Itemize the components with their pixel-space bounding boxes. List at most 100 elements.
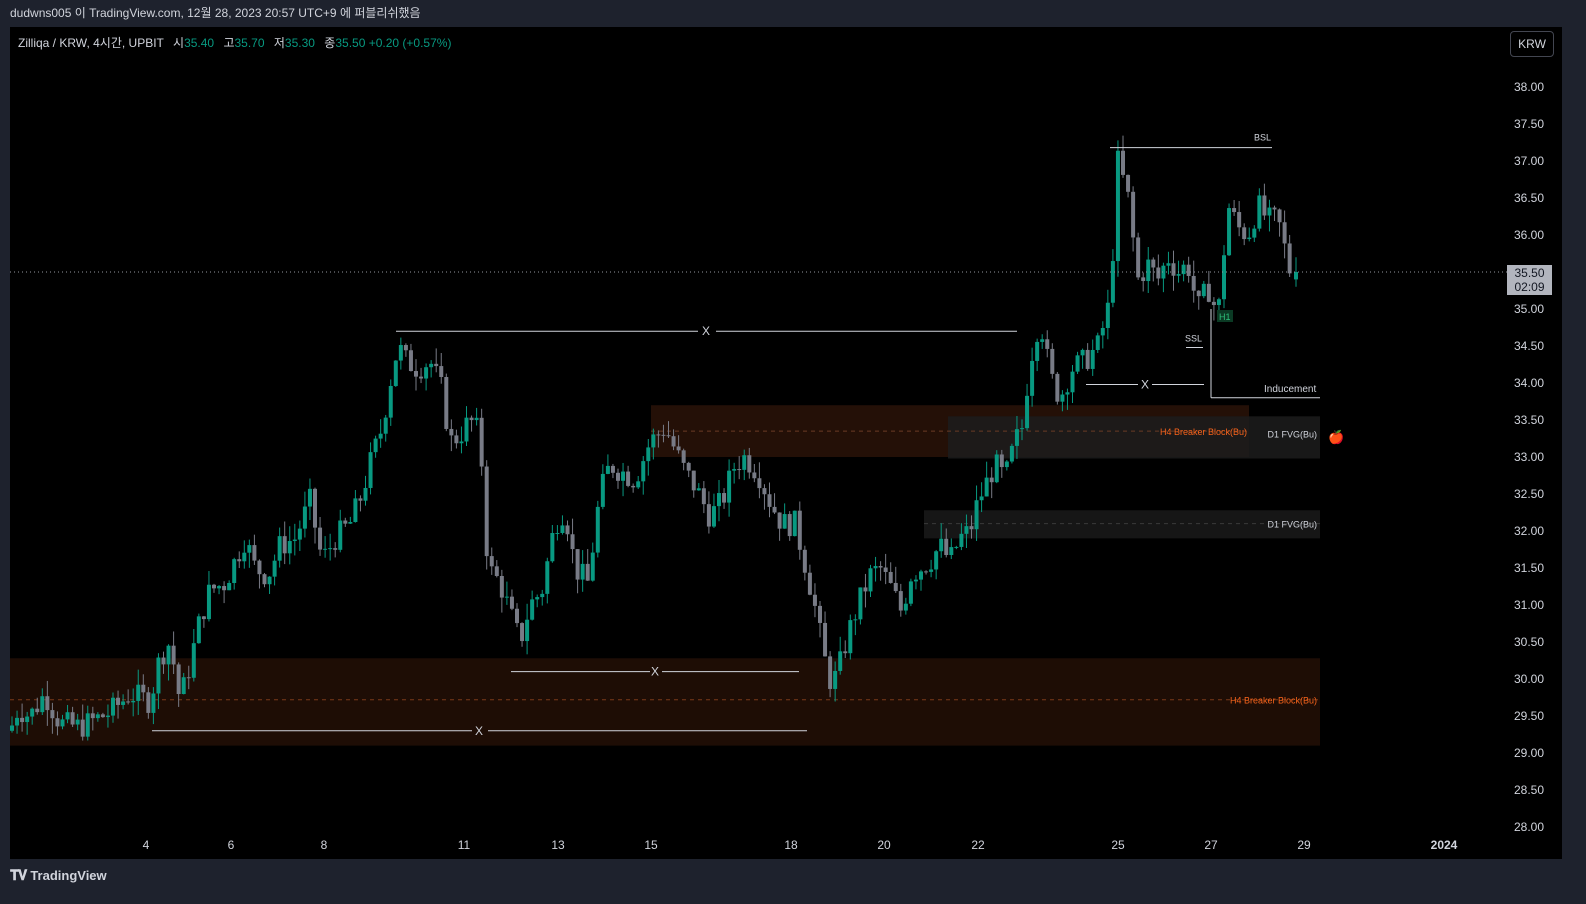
candle-up bbox=[111, 697, 115, 716]
candle-down bbox=[126, 701, 131, 703]
h1-label-bg bbox=[1217, 310, 1233, 322]
time-tick: 11 bbox=[458, 838, 471, 852]
candle-up bbox=[621, 471, 626, 481]
candle-up bbox=[1009, 445, 1014, 462]
candle-up bbox=[580, 563, 585, 580]
candle-down bbox=[141, 684, 146, 693]
time-tick: 22 bbox=[971, 838, 985, 852]
candle-down bbox=[439, 366, 444, 377]
candle-down bbox=[1282, 222, 1287, 244]
publish-header: dudwns005 이 TradingView.com, 12월 28, 202… bbox=[0, 0, 1586, 27]
d1-fvg-zone-high bbox=[948, 416, 1320, 459]
candle-up bbox=[75, 719, 80, 725]
price-tick: 36.50 bbox=[1514, 191, 1544, 205]
time-tick: 20 bbox=[877, 838, 891, 852]
candle-up bbox=[25, 716, 30, 723]
current-price-tag: 35.50 02:09 bbox=[1507, 265, 1552, 295]
d1-fvg-zone-low bbox=[924, 510, 1320, 539]
candle-down bbox=[313, 488, 317, 528]
h1-label: H1 bbox=[1219, 312, 1231, 322]
candle-down bbox=[1171, 263, 1176, 276]
candle-down bbox=[449, 428, 454, 436]
candle-down bbox=[1237, 212, 1242, 228]
candle-up bbox=[1227, 208, 1232, 256]
symbol-name: Zilliqa / KRW, 4시간, UPBIT bbox=[18, 36, 164, 50]
candle-up bbox=[1166, 263, 1171, 266]
candle-up bbox=[1161, 265, 1166, 279]
candle-down bbox=[706, 504, 711, 527]
candle-down bbox=[747, 455, 752, 473]
candle-down bbox=[610, 465, 615, 473]
candle-down bbox=[282, 536, 287, 554]
price-tick: 31.00 bbox=[1514, 598, 1544, 612]
candle-up bbox=[60, 719, 65, 727]
candle-up bbox=[964, 526, 969, 534]
h4-breaker-block-label-high: H4 Breaker Block(Bu) bbox=[1160, 427, 1247, 437]
candle-up bbox=[979, 496, 984, 501]
candle-down bbox=[681, 450, 686, 463]
footer-bar: 𝐓𝐕 TradingView bbox=[0, 859, 1586, 904]
candle-down bbox=[70, 712, 75, 725]
candle-down bbox=[1131, 191, 1136, 238]
candle-down bbox=[777, 512, 782, 529]
candlestick-chart[interactable]: BSL X X X X SSL Inducement H1 H4 Breaker Block(B… bbox=[10, 27, 1562, 859]
candle-up bbox=[1004, 461, 1009, 468]
candle-down bbox=[252, 545, 257, 561]
candle-down bbox=[1151, 259, 1156, 268]
candle-up bbox=[742, 455, 747, 470]
candle-up bbox=[328, 548, 333, 550]
candle-up bbox=[1146, 259, 1151, 282]
candle-up bbox=[338, 520, 343, 550]
candle-down bbox=[878, 566, 883, 568]
price-tick: 29.50 bbox=[1514, 709, 1544, 723]
candle-up bbox=[232, 559, 237, 583]
candle-down bbox=[454, 435, 459, 444]
candle-down bbox=[1211, 301, 1216, 306]
candle-up bbox=[646, 447, 651, 462]
candle-up bbox=[908, 581, 913, 604]
candle-down bbox=[828, 656, 833, 689]
candle-up bbox=[136, 684, 141, 701]
candle-down bbox=[186, 677, 191, 679]
candle-up bbox=[1257, 195, 1262, 229]
candle-down bbox=[888, 571, 893, 583]
candle-up bbox=[353, 498, 358, 523]
candle-up bbox=[934, 551, 939, 570]
candle-up bbox=[191, 643, 196, 678]
candle-down bbox=[1141, 277, 1146, 282]
candle-up bbox=[711, 506, 716, 527]
candle-down bbox=[722, 493, 727, 503]
candle-down bbox=[176, 664, 181, 695]
candle-up bbox=[368, 452, 373, 488]
candle-down bbox=[1045, 339, 1050, 349]
candle-up bbox=[868, 568, 873, 592]
candle-up bbox=[1222, 255, 1226, 300]
candle-up bbox=[838, 651, 843, 671]
last-candle bbox=[1294, 272, 1298, 280]
chart-panel[interactable]: BSL X X X X SSL Inducement H1 H4 Breaker Block(B… bbox=[10, 27, 1562, 859]
candle-down bbox=[737, 469, 742, 471]
candle-down bbox=[565, 525, 570, 535]
symbol-legend: Zilliqa / KRW, 4시간, UPBIT 시35.40 고35.70 … bbox=[18, 34, 451, 51]
low-value: 35.30 bbox=[284, 36, 315, 50]
candle-down bbox=[969, 526, 974, 530]
candle-down bbox=[1242, 227, 1247, 240]
candle-up bbox=[525, 619, 530, 642]
candle-up bbox=[40, 696, 45, 713]
candle-up bbox=[913, 579, 918, 582]
tradingview-logo[interactable]: 𝐓𝐕 TradingView bbox=[10, 867, 107, 884]
currency-button[interactable]: KRW bbox=[1510, 31, 1554, 57]
candle-down bbox=[585, 563, 590, 581]
candle-down bbox=[116, 697, 121, 705]
candle-down bbox=[1287, 243, 1292, 274]
price-tick: 32.50 bbox=[1514, 487, 1544, 501]
candle-up bbox=[292, 539, 297, 542]
candle-down bbox=[823, 622, 828, 657]
candle-down bbox=[883, 567, 888, 572]
candle-down bbox=[520, 623, 525, 642]
time-tick: 27 bbox=[1204, 838, 1218, 852]
candle-up bbox=[1110, 261, 1115, 303]
time-tick: 4 bbox=[143, 838, 150, 852]
candle-up bbox=[277, 536, 282, 561]
candle-up bbox=[1035, 341, 1040, 361]
